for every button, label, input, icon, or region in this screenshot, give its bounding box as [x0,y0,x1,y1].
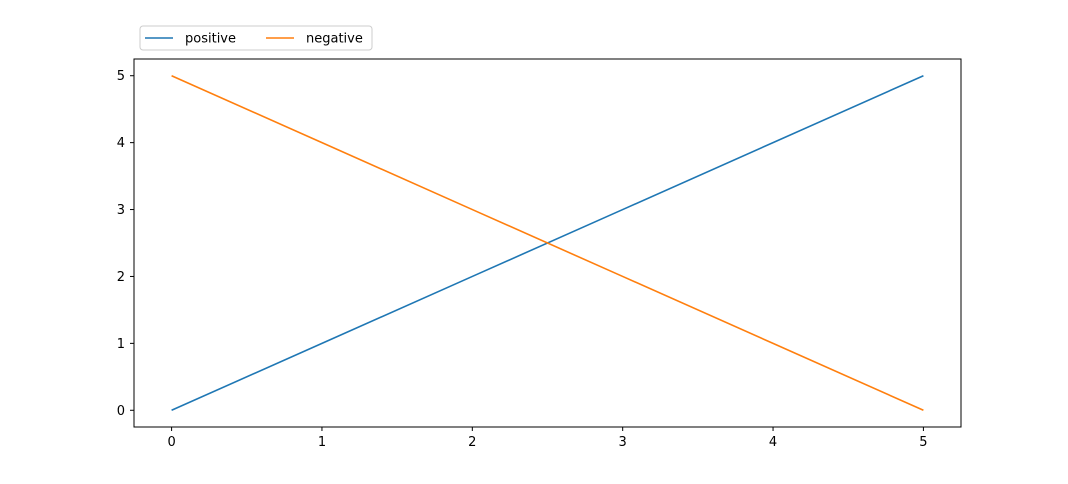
y-tick-label: 1 [117,337,125,352]
y-tick-label: 0 [117,404,125,419]
y-tick-label: 3 [117,203,125,218]
y-tick-label: 2 [117,270,125,285]
legend: positive negative [139,25,373,51]
y-axis-ticks: 0 1 2 3 4 5 [117,69,134,419]
x-tick-label: 1 [318,435,326,450]
x-tick-label: 0 [167,435,175,450]
x-tick-label: 4 [769,435,777,450]
legend-label-positive: positive [185,32,236,47]
x-tick-label: 2 [468,435,476,450]
x-tick-label: 3 [619,435,627,450]
y-tick-label: 4 [117,136,125,151]
legend-label-negative: negative [306,32,363,47]
y-tick-label: 5 [117,69,125,84]
series-line-negative [171,74,924,412]
plot-area-frame [133,58,962,428]
x-tick-label: 5 [919,435,927,450]
legend-box [139,25,373,51]
series-layer [171,74,924,412]
x-axis-ticks: 0 1 2 3 4 5 [167,427,928,450]
